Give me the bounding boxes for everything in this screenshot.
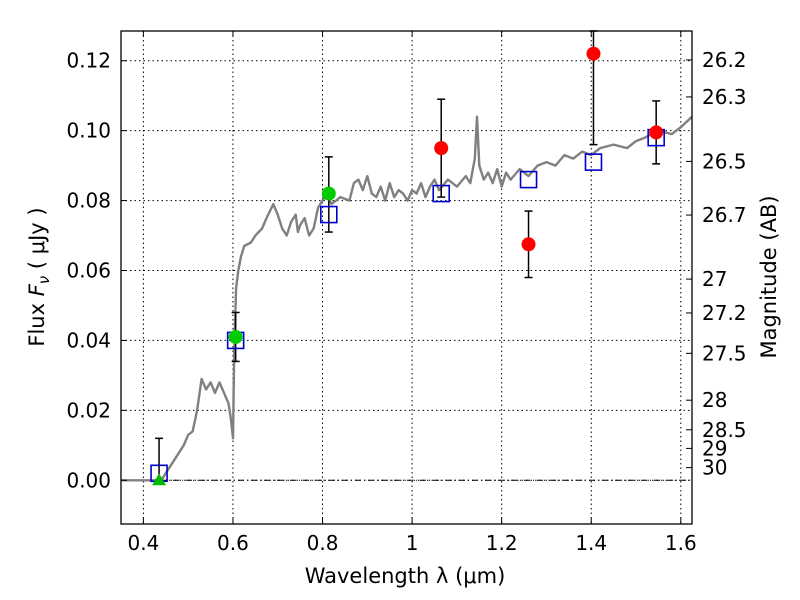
- square-marker: [584, 153, 603, 171]
- y-axis-ticks: 0.00 0.02 0.04 0.06 0.08 0.10 0.12: [66, 49, 127, 492]
- y-tick-label: 0.02: [66, 398, 111, 422]
- y-axis-label-right: Magnitude (AB): [757, 195, 781, 358]
- magnitude-tick-label: 27.5: [702, 341, 747, 365]
- magnitude-tick-label: 27: [702, 267, 727, 291]
- y-tick-label: 0.00: [66, 468, 111, 492]
- x-tick-label: 0.6: [217, 531, 249, 555]
- data-markers: [150, 46, 665, 486]
- magnitude-tick-label: 26.2: [702, 48, 747, 72]
- square-marker: [319, 205, 338, 224]
- triangle-marker: [152, 473, 167, 486]
- x-tick-label: 1: [406, 531, 419, 555]
- template-spectrum: [121, 115, 693, 482]
- magnitude-tick-label: 29: [702, 436, 727, 460]
- plot-frame: [120, 30, 693, 525]
- circle-marker: [649, 125, 664, 140]
- circle-marker: [521, 237, 536, 252]
- x-tick-label: 1.2: [486, 531, 518, 555]
- magnitude-tick-label: 26.5: [702, 149, 747, 173]
- square-marker: [432, 184, 451, 203]
- y-axis-label-left: Flux Fν ( μJy ): [25, 207, 53, 346]
- magnitude-tick-label: 27.2: [702, 301, 747, 325]
- circle-marker: [434, 141, 449, 156]
- circle-marker: [228, 329, 243, 344]
- y-tick-label: 0.10: [66, 119, 111, 143]
- square-marker: [519, 170, 538, 189]
- x-tick-label: 1.4: [575, 531, 607, 555]
- magnitude-tick-label: 26.7: [702, 203, 747, 227]
- magnitude-tick-label: 26.3: [702, 85, 747, 109]
- x-tick-label: 1.6: [665, 531, 697, 555]
- y-tick-label: 0.12: [66, 49, 111, 73]
- grid: [121, 31, 692, 524]
- magnitude-tick-label: 30: [702, 456, 727, 480]
- x-tick-label: 0.4: [127, 531, 159, 555]
- y-tick-label: 0.06: [66, 259, 111, 283]
- x-axis-label: Wavelength λ (μm): [305, 564, 506, 588]
- circle-marker: [586, 46, 601, 61]
- magnitude-tick-label: 28.5: [702, 418, 747, 442]
- x-axis-ticks: 0.4 0.6 0.8 1 1.2 1.4 1.6: [127, 31, 697, 555]
- x-tick-label: 0.8: [307, 531, 339, 555]
- magnitude-tick-label: 28: [702, 388, 727, 412]
- spectrum-line: [121, 115, 693, 482]
- circle-marker: [321, 186, 336, 201]
- y-tick-label: 0.04: [66, 328, 111, 352]
- y-tick-label: 0.08: [66, 189, 111, 213]
